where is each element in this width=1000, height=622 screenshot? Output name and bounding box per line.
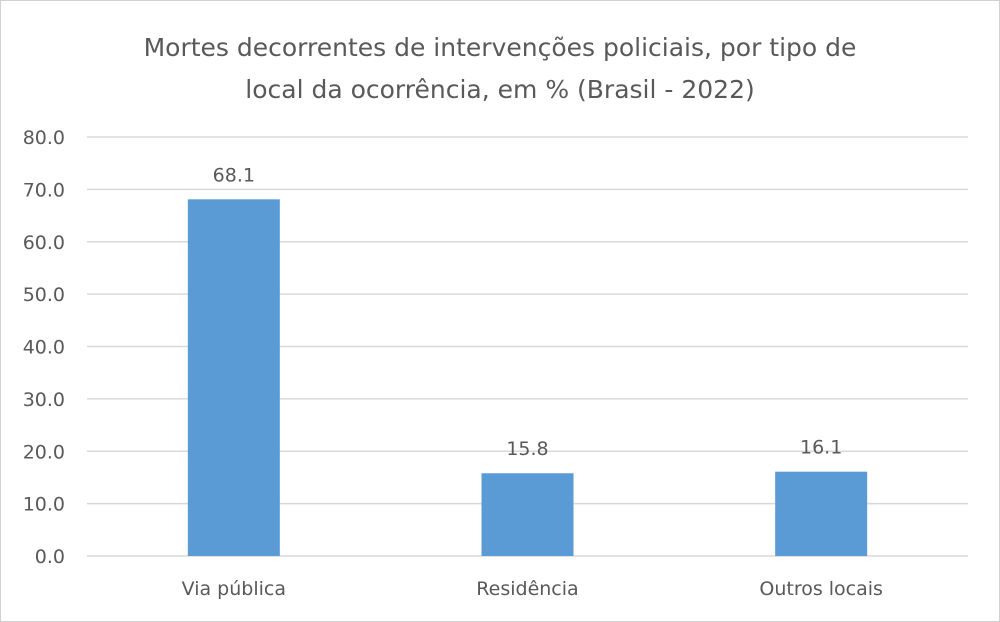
bar [481, 473, 574, 556]
data-label: 68.1 [213, 164, 255, 186]
y-tick-label: 50.0 [23, 284, 65, 306]
data-label: 16.1 [800, 437, 842, 459]
x-tick-label: Via pública [182, 578, 286, 600]
y-tick-label: 70.0 [23, 179, 65, 201]
x-tick-label: Outros locais [759, 578, 883, 600]
y-tick-label: 40.0 [23, 337, 65, 359]
bar [775, 471, 868, 556]
y-tick-label: 0.0 [35, 546, 65, 568]
y-tick-label: 60.0 [23, 232, 65, 254]
y-tick-label: 30.0 [23, 389, 65, 411]
x-tick-label: Residência [476, 578, 578, 600]
data-label: 15.8 [506, 438, 548, 460]
bar [187, 199, 280, 557]
y-tick-label: 80.0 [23, 127, 65, 149]
chart-title-line-2: local da ocorrência, em % (Brasil - 2022… [245, 75, 754, 104]
y-tick-label: 20.0 [23, 441, 65, 463]
chart-title-line-1: Mortes decorrentes de intervenções polic… [144, 33, 857, 62]
y-tick-label: 10.0 [23, 494, 65, 516]
